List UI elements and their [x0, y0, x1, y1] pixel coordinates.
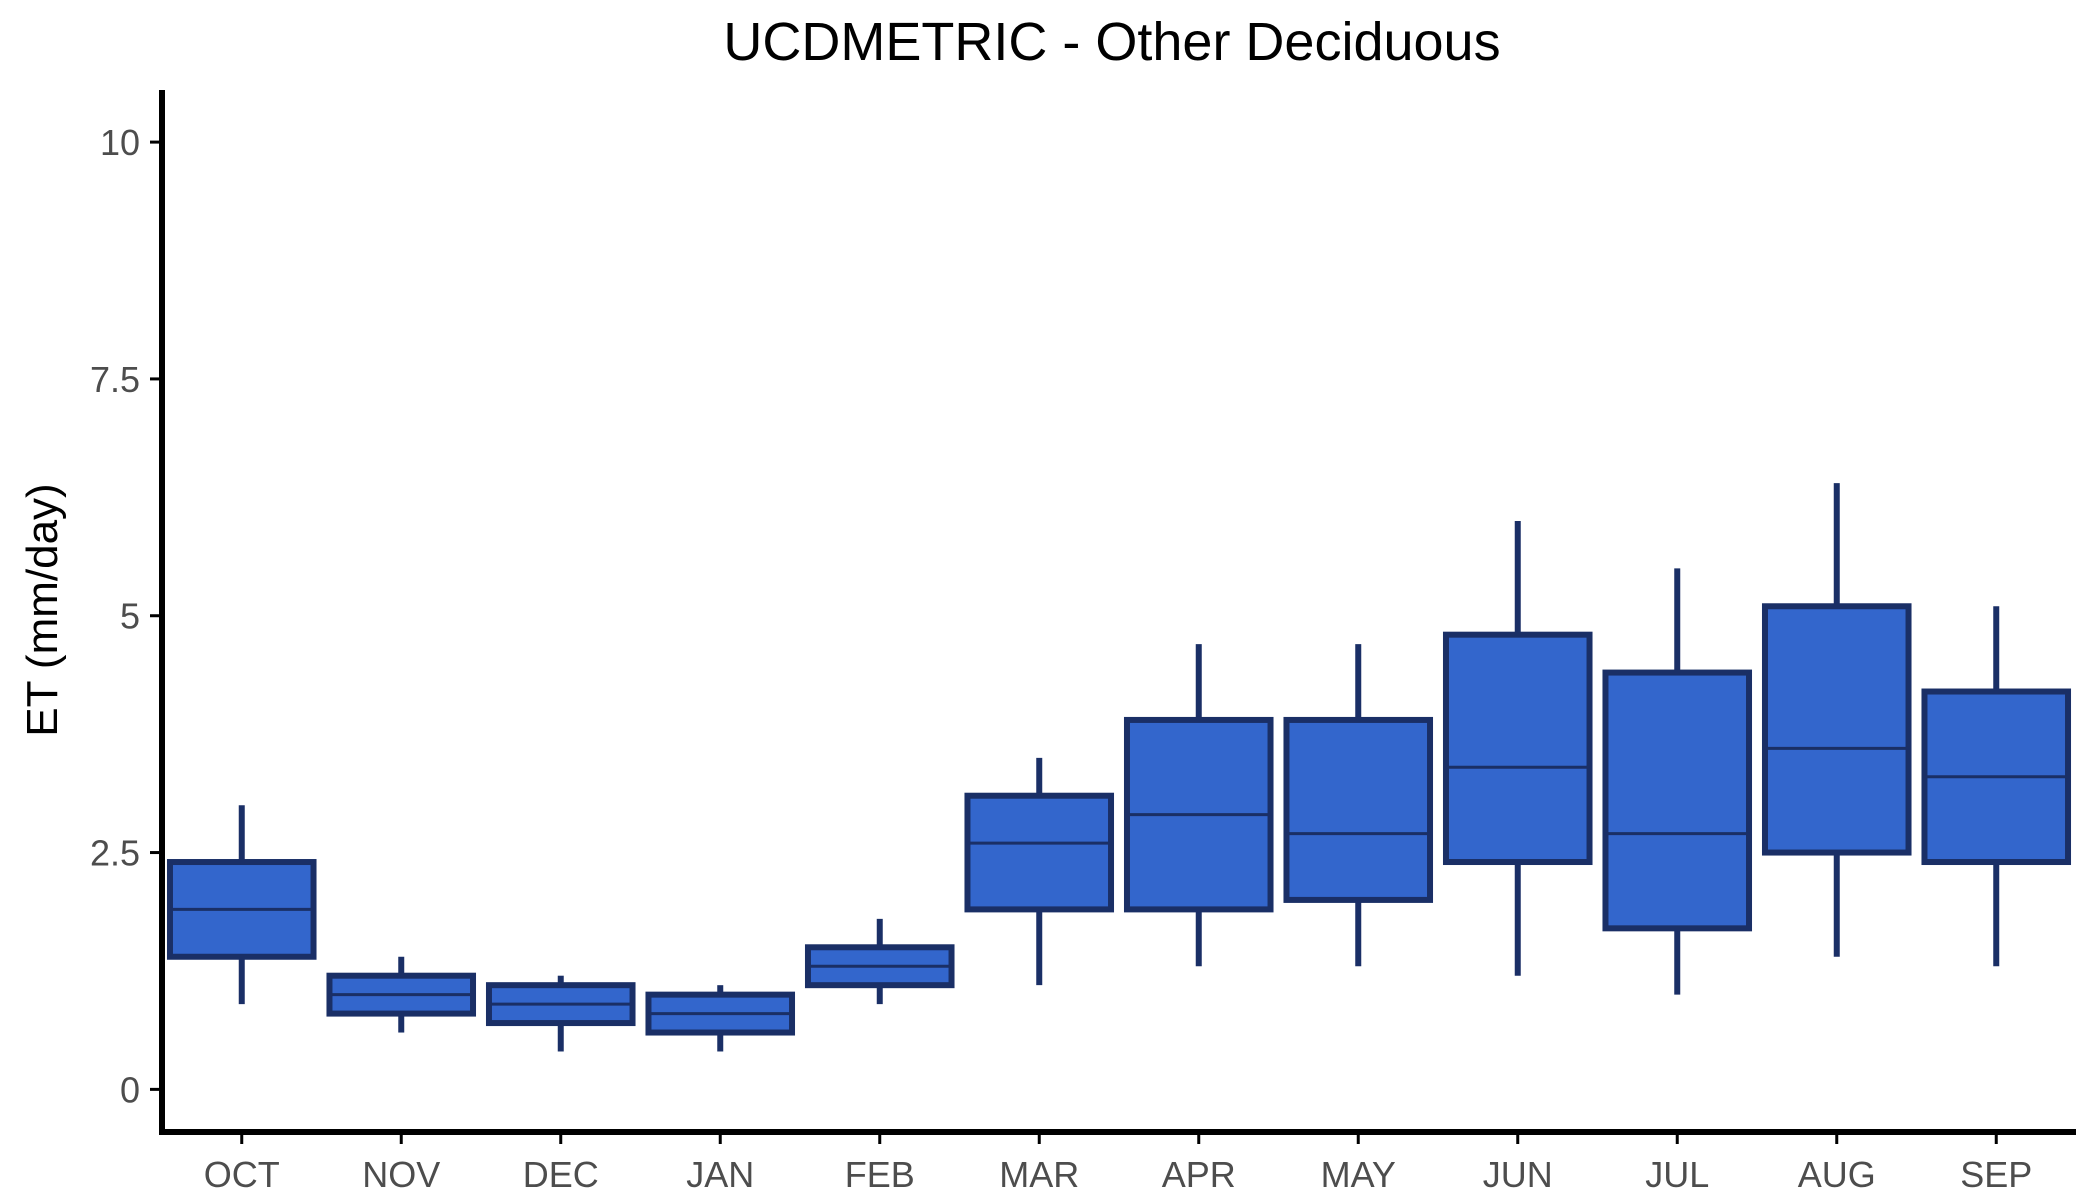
plot-area: 0 2.5 5 7.5 10 OCT NOV DEC JAN FEB MAR APR MAY JUN JUL…: [90, 90, 2076, 1195]
y-tick-label: 10: [100, 122, 140, 163]
x-tick-label: OCT: [204, 1154, 280, 1195]
x-tick-label: JUN: [1483, 1154, 1553, 1195]
x-tick-label: MAY: [1321, 1154, 1396, 1195]
y-axis-label: ET (mm/day): [18, 483, 67, 736]
box: [1602, 669, 1753, 932]
box: [1283, 716, 1434, 903]
x-tick-label: JUL: [1645, 1154, 1709, 1195]
x-tick-label: AUG: [1798, 1154, 1876, 1195]
box: [1761, 603, 1912, 856]
x-tick-label: FEB: [845, 1154, 915, 1195]
x-tick-label: APR: [1162, 1154, 1236, 1195]
box: [1442, 631, 1593, 866]
y-tick-label: 7.5: [90, 359, 140, 400]
x-tick-label: NOV: [362, 1154, 440, 1195]
box: [964, 792, 1115, 913]
x-tick-label: DEC: [523, 1154, 599, 1195]
x-tick-label: JAN: [686, 1154, 754, 1195]
y-tick-label: 0: [120, 1069, 140, 1110]
y-tick-label: 5: [120, 596, 140, 637]
x-tick-label: SEP: [1960, 1154, 2032, 1195]
chart-title: UCDMETRIC - Other Deciduous: [723, 12, 1500, 72]
x-tick-label: MAR: [999, 1154, 1079, 1195]
y-tick-label: 2.5: [90, 833, 140, 874]
